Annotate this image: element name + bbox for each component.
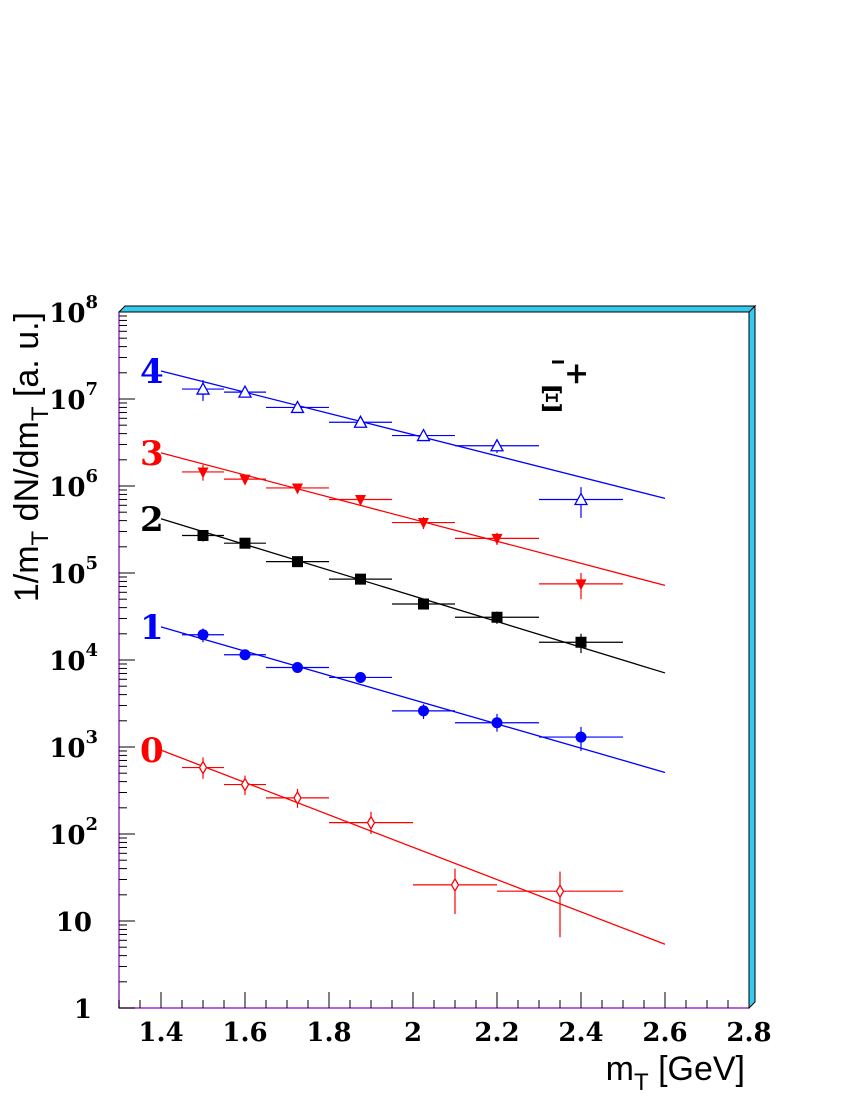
marker-triangle-down bbox=[197, 467, 209, 479]
x-tick-label: 1.4 bbox=[138, 1018, 183, 1048]
frame-shadow-right bbox=[748, 304, 756, 1010]
marker-circle bbox=[197, 629, 209, 641]
marker-diamond bbox=[198, 760, 208, 775]
y-tick-label: 106 bbox=[49, 466, 98, 503]
marker-diamond bbox=[366, 815, 376, 830]
x-tick-label: 1.6 bbox=[222, 1018, 267, 1048]
x-tick-label: 2.2 bbox=[474, 1018, 519, 1048]
marker-square bbox=[292, 556, 303, 568]
marker-triangle-up bbox=[416, 428, 431, 442]
y-tick-label: 104 bbox=[49, 640, 98, 677]
y-axis-title: 1/mT dN/dmT [a. u.] bbox=[8, 312, 54, 602]
marker-diamond bbox=[240, 777, 250, 792]
y-tick-label: 102 bbox=[49, 814, 98, 851]
particle-label: Ξ+ bbox=[540, 356, 589, 420]
y-tick-label: 107 bbox=[49, 379, 98, 416]
marker-circle bbox=[292, 661, 303, 673]
marker-square bbox=[491, 611, 503, 623]
x-tick-label: 2 bbox=[404, 1018, 422, 1048]
marker-circle bbox=[418, 705, 429, 717]
marker-square bbox=[355, 573, 366, 585]
marker-diamond bbox=[450, 877, 460, 893]
series-tag-3: 3 bbox=[140, 434, 164, 474]
marker-square bbox=[575, 636, 587, 648]
labels: 0 1 2 3 4 Ξ+ mT [GeV] 1/mT dN/dmT [a. u.] bbox=[8, 312, 745, 1096]
marker-triangle-down bbox=[418, 518, 429, 530]
marker-square bbox=[239, 537, 251, 549]
plot-frame bbox=[117, 304, 757, 1010]
y-tick-label: 10 bbox=[56, 908, 92, 938]
marker-triangle-down bbox=[355, 494, 366, 506]
x-tick-label: 2.4 bbox=[558, 1018, 603, 1048]
series-tag-1: 1 bbox=[140, 608, 164, 648]
marker-triangle-up bbox=[573, 492, 589, 506]
y-tick-label: 103 bbox=[49, 727, 98, 764]
marker-triangle-down bbox=[239, 474, 251, 486]
x-tick-label: 2.8 bbox=[726, 1018, 771, 1048]
x-tick-label: 2.6 bbox=[642, 1018, 687, 1048]
marker-diamond bbox=[555, 883, 565, 899]
marker-circle bbox=[491, 717, 503, 729]
data-points bbox=[182, 380, 623, 938]
marker-triangle-up bbox=[489, 438, 505, 452]
marker-triangle-down bbox=[491, 533, 503, 545]
marker-triangle-up bbox=[237, 384, 253, 398]
marker-circle bbox=[355, 671, 366, 683]
axes: 1.4 1.6 1.8 2 2.2 2.4 2.6 2.8110102103104105106… bbox=[49, 292, 771, 1048]
frame-shadow-top bbox=[117, 305, 757, 313]
series-tag-2: 2 bbox=[140, 500, 164, 540]
marker-triangle-up bbox=[290, 400, 305, 414]
plot-area bbox=[118, 311, 750, 1009]
series-tag-4: 4 bbox=[140, 352, 164, 392]
y-tick-label: 1 bbox=[74, 995, 92, 1025]
x-axis-title: mT [GeV] bbox=[606, 1050, 745, 1096]
marker-diamond bbox=[293, 790, 302, 806]
marker-triangle-down bbox=[575, 579, 587, 591]
marker-triangle-up bbox=[353, 414, 368, 428]
x-tick-label: 1.8 bbox=[306, 1018, 351, 1048]
marker-circle bbox=[575, 731, 587, 743]
marker-square bbox=[418, 598, 429, 610]
series-tag-0: 0 bbox=[140, 731, 164, 771]
marker-square bbox=[197, 529, 209, 541]
y-tick-label: 105 bbox=[49, 553, 98, 590]
marker-circle bbox=[239, 649, 251, 661]
marker-triangle-up bbox=[195, 381, 211, 395]
marker-triangle-down bbox=[292, 483, 303, 495]
y-tick-label: 108 bbox=[49, 292, 98, 329]
